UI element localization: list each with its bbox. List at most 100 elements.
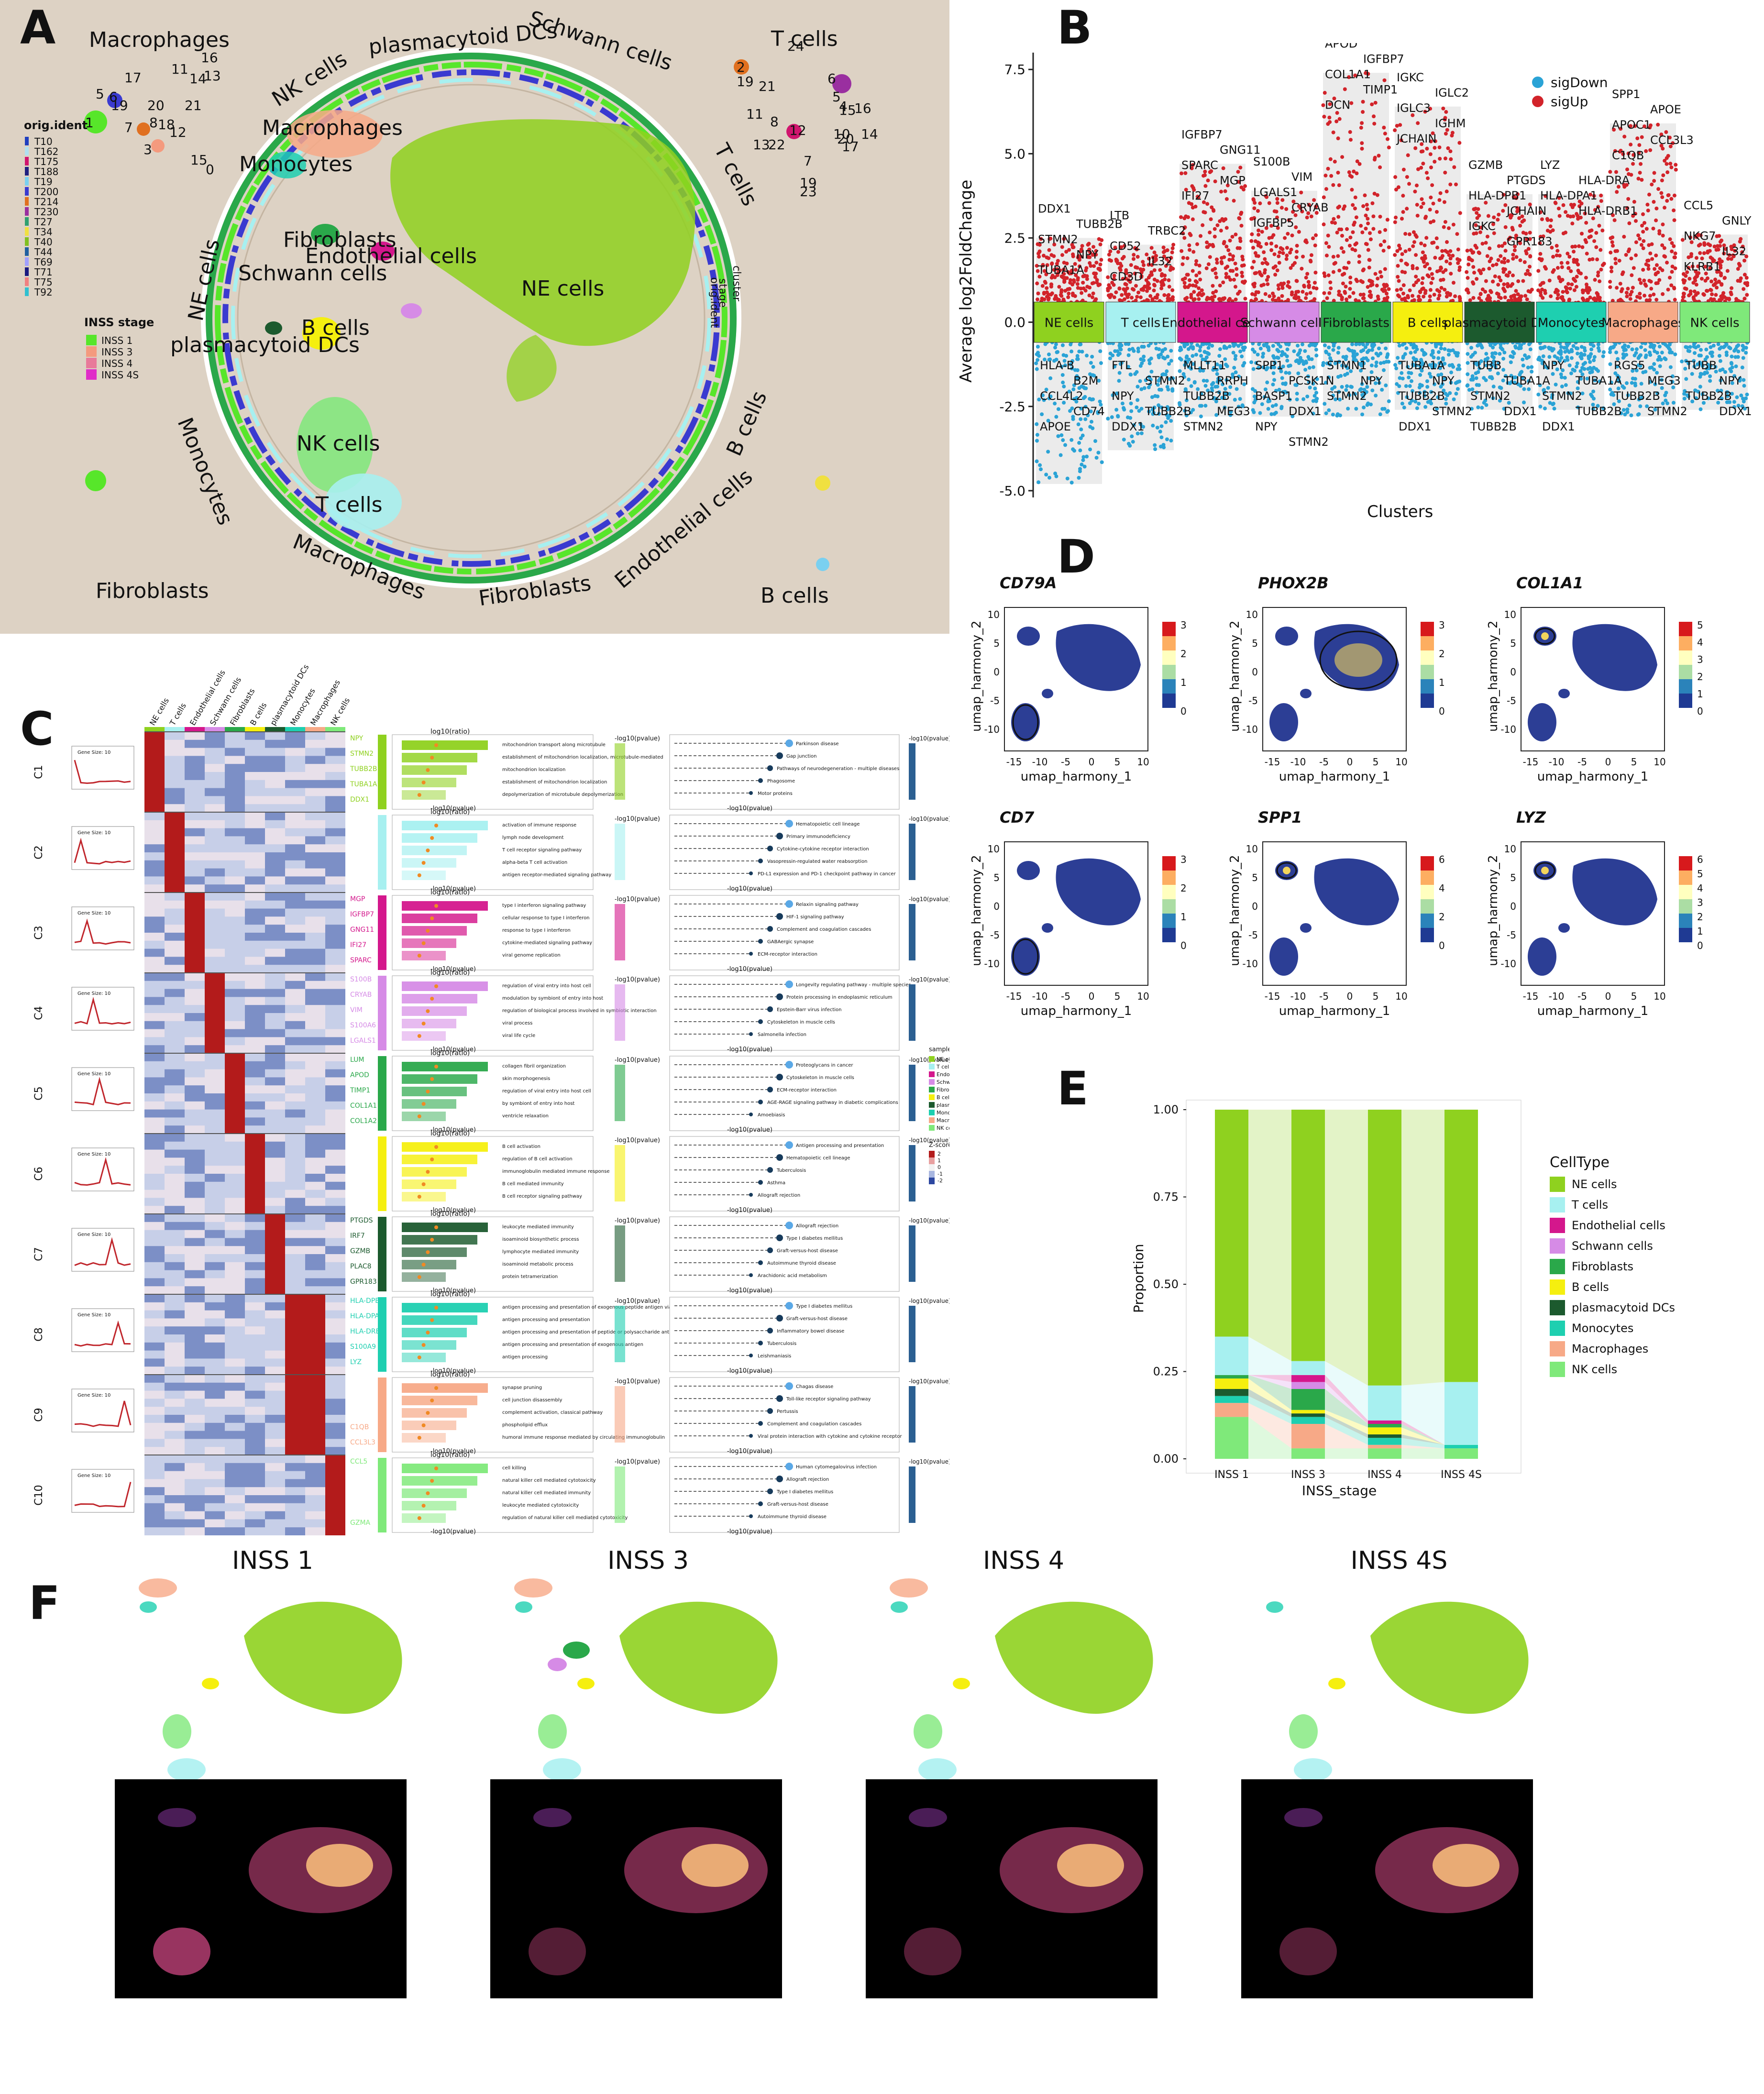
sig-down-point [1380,387,1384,392]
sig-down-point [1457,367,1462,371]
sig-up-point [1205,245,1209,249]
sig-up-point [1228,239,1232,243]
sig-up-point [1457,295,1462,299]
sig-up-point [1277,287,1281,291]
sig-down-point [1149,356,1153,361]
sig-down-point [1065,476,1069,481]
sig-up-point [1527,272,1532,276]
sig-up-point [1190,202,1194,206]
sig-up-point [1592,239,1597,243]
sig-up-point [1599,267,1603,272]
sig-down-point [1553,361,1557,365]
sig-up-point [1568,287,1572,291]
sig-up-point [1557,276,1561,280]
sig-up-point [1372,191,1377,196]
sig-down-point [1270,404,1275,408]
sig-up-point [1744,276,1749,280]
sig-down-point [1042,398,1046,402]
sig-up-point [1432,241,1436,245]
sig-up-point [1219,229,1223,233]
sig-down-point [1163,347,1168,351]
sig-down-point [1652,362,1656,366]
sig-down-point [1397,343,1401,348]
sig-up-point [1213,179,1217,184]
sig-down-point [1650,365,1654,370]
sig-up-point [1432,219,1436,223]
sig-up-point [1652,179,1656,183]
sig-up-point [1399,287,1403,291]
sig-up-point [1180,249,1184,253]
sig-up-point [1570,282,1574,287]
sig-down-point [1629,413,1633,418]
sig-up-point [1602,262,1606,266]
sig-down-point [1054,342,1058,346]
sig-down-point [1627,403,1632,408]
sig-down-point [1725,394,1730,398]
sig-up-point [1708,243,1712,247]
sig-down-point [1091,426,1095,430]
sig-up-point [1396,293,1400,298]
legend-label: T40 [34,236,53,248]
sig-down-point [1167,362,1171,366]
sig-down-point [1382,407,1387,411]
sig-down-point [1034,361,1038,365]
sig-down-point [1136,431,1140,436]
sig-up-point [1383,298,1387,302]
sig-down-point [1550,393,1555,397]
sig-up-point [1359,126,1363,130]
sig-down-point [1117,379,1121,383]
sig-down-point [1568,391,1573,396]
sig-down-point [1680,359,1684,364]
sig-up-point [1421,201,1425,206]
sig-up-point [1240,270,1244,275]
sig-down-point [1128,372,1133,376]
sig-up-point [1378,230,1382,234]
sig-down-point [1168,377,1172,381]
sig-down-point [1433,382,1437,386]
sig-down-point [1656,358,1660,362]
up-gene-label: GPR183 [1507,235,1553,248]
sig-up-point [1725,297,1729,301]
sig-up-point [1476,207,1480,211]
sig-up-point [1592,296,1597,300]
sig-up-point [1648,294,1652,298]
sig-up-point [1565,287,1569,291]
sig-up-point [1422,295,1426,299]
heatmap-cell [144,748,165,756]
sig-up-point [1181,231,1185,235]
sig-up-point [1641,268,1645,272]
sig-up-point [1373,272,1378,276]
sig-up-point [1444,189,1449,194]
sig-up-point [1162,254,1166,259]
sig-up-point [1648,125,1652,130]
sig-up-point [1644,298,1649,302]
sig-down-point [1659,378,1664,382]
sig-up-point [1420,281,1424,286]
sig-up-point [1363,193,1367,198]
sig-down-point [1692,359,1696,363]
sig-up-point [1243,184,1247,188]
sig-up-point [1613,249,1618,253]
sig-up-point [1510,282,1515,286]
sig-down-point [1063,363,1067,367]
sig-down-point [1444,397,1448,401]
sig-down-point [1576,405,1580,409]
sig-up-point [1331,130,1335,134]
legend-label: T188 [34,166,59,177]
sig-down-point [1071,387,1076,392]
sig-up-point [1254,290,1258,294]
sig-up-point [1555,249,1560,253]
sig-down-point [1521,364,1525,368]
sig-up-point [1611,243,1615,248]
sig-up-point [1632,153,1636,157]
sig-up-point [1445,240,1449,244]
sig-up-point [1197,297,1201,301]
sig-down-point [1238,349,1243,353]
sig-down-point [1469,377,1473,382]
sig-up-point [1557,196,1561,200]
sig-up-point [1196,195,1201,199]
sig-up-point [1252,206,1257,210]
sig-down-point [1449,370,1454,375]
sig-up-point [1294,279,1299,283]
sig-down-point [1281,390,1285,394]
